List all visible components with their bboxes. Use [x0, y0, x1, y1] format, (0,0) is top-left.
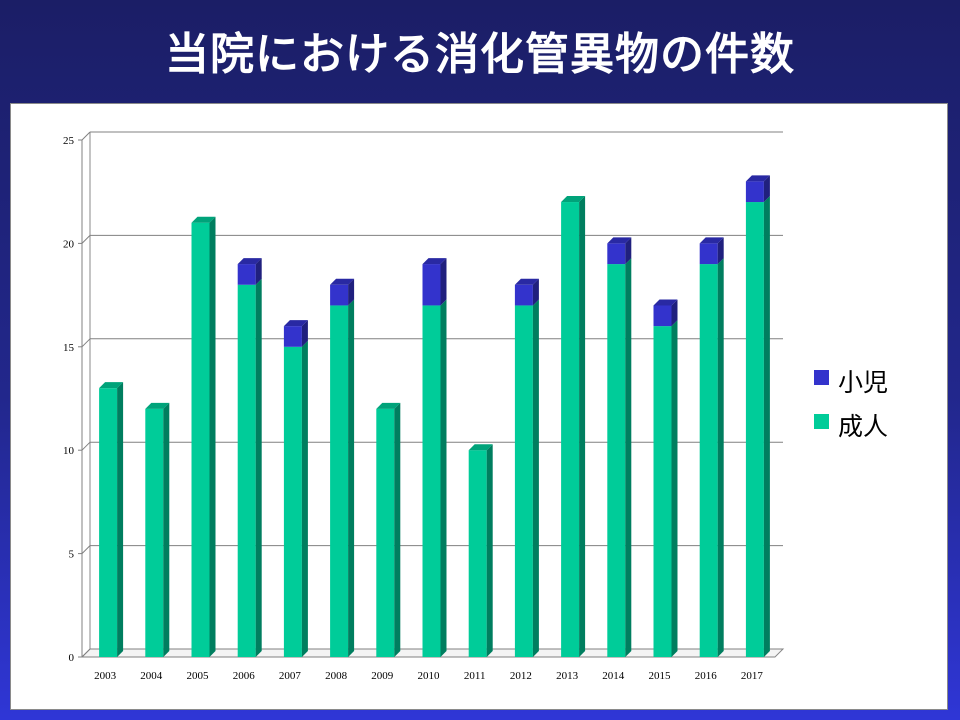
- x-tick-label: 2017: [741, 670, 764, 682]
- bar-child-2016-top: [699, 237, 724, 244]
- bar-adult-2011-side: [486, 444, 493, 657]
- bar-adult-2013-side: [579, 196, 586, 658]
- bar-child-2015-top: [653, 299, 678, 306]
- bar-child-2012-side: [532, 278, 539, 306]
- bar-adult-2008-front: [330, 305, 349, 657]
- y-gridline-wall: [81, 545, 91, 554]
- y-tick-label: 25: [63, 135, 75, 147]
- bar-adult-2017-side: [763, 196, 770, 658]
- bar-adult-2004-side: [163, 402, 170, 657]
- bar-child-2010-top: [422, 258, 447, 265]
- bar-adult-2007-side: [301, 340, 308, 657]
- x-tick-label: 2014: [602, 670, 625, 682]
- bar-child-2007-top: [283, 320, 308, 327]
- bar-child-2006-side: [255, 258, 262, 285]
- page-title: 当院における消化管異物の件数: [165, 29, 795, 80]
- x-tick-label: 2016: [695, 670, 718, 682]
- x-tick-label: 2015: [649, 670, 672, 682]
- bar-adult-2016-side: [717, 258, 724, 657]
- bar-adult-2015-side: [671, 320, 678, 657]
- bar-adult-2005-side: [209, 216, 216, 657]
- x-tick-label: 2007: [279, 670, 302, 682]
- bar-child-2007-front: [283, 326, 302, 347]
- bar-adult-2003-side: [117, 382, 124, 657]
- bar-adult-2010-front: [422, 305, 441, 657]
- bar-adult-2016-front: [699, 264, 718, 657]
- bar-child-2014-front: [607, 243, 626, 265]
- bar-adult-2011-front: [468, 450, 487, 657]
- bar-child-2006-front: [237, 264, 256, 285]
- bar-child-2014-side: [625, 237, 632, 265]
- bar-adult-2011-top: [468, 444, 493, 451]
- bar-child-2015-side: [671, 299, 678, 327]
- y-gridline-wall: [81, 131, 91, 141]
- x-tick-label: 2005: [187, 670, 210, 682]
- bar-adult-2009-front: [376, 408, 395, 657]
- x-tick-label: 2008: [325, 670, 348, 682]
- x-tick-label: 2011: [464, 670, 486, 682]
- y-gridline-wall: [81, 648, 91, 658]
- x-tick-label: 2010: [418, 670, 441, 682]
- bar-adult-2014-front: [607, 264, 626, 657]
- x-tick-label: 2006: [233, 670, 256, 682]
- bar-child-2016-side: [717, 237, 724, 265]
- bar-child-2006-top: [237, 258, 262, 265]
- y-tick-label: 15: [63, 342, 75, 354]
- bar-child-2016-front: [699, 243, 718, 265]
- bar-adult-2007-front: [283, 346, 302, 657]
- bar-adult-2005-front: [191, 222, 210, 657]
- bar-child-2010-side: [440, 258, 447, 306]
- y-tick-label: 5: [69, 549, 75, 561]
- legend-label-adult: 成人: [838, 412, 888, 441]
- bar-adult-2004-top: [145, 402, 170, 409]
- legend-swatch-child: [814, 370, 829, 385]
- bar-adult-2017-front: [745, 202, 764, 658]
- bar-adult-2014-side: [625, 258, 632, 657]
- bar-child-2008-top: [330, 278, 355, 285]
- bar-child-2007-side: [301, 320, 308, 347]
- bar-adult-2008-side: [348, 299, 355, 657]
- legend-label-child: 小児: [838, 368, 888, 397]
- bar-adult-2012-front: [514, 305, 533, 657]
- bar-child-2008-front: [330, 284, 349, 306]
- bar-child-2012-front: [514, 284, 533, 306]
- bar-adult-2009-side: [394, 402, 401, 657]
- x-tick-label: 2004: [140, 670, 163, 682]
- bar-adult-2013-top: [561, 196, 586, 203]
- bar-adult-2003-front: [99, 388, 118, 657]
- y-gridline-wall: [81, 441, 91, 451]
- bar-child-2008-side: [348, 278, 355, 306]
- bar-child-2014-top: [607, 237, 632, 244]
- x-tick-label: 2013: [556, 670, 579, 682]
- bar-adult-2004-front: [145, 408, 164, 657]
- bar-adult-2012-side: [532, 299, 539, 657]
- legend-swatch-adult: [814, 414, 829, 429]
- y-tick-label: 10: [63, 445, 75, 457]
- bar-child-2017-top: [745, 175, 770, 182]
- bar-child-2015-front: [653, 305, 672, 327]
- bar-child-2012-top: [514, 278, 539, 285]
- y-gridline-wall: [81, 338, 91, 348]
- y-tick-label: 20: [63, 238, 75, 250]
- x-tick-label: 2009: [371, 670, 394, 682]
- bar-adult-2006-side: [255, 278, 262, 657]
- bar-adult-2013-front: [561, 202, 580, 658]
- y-gridline-wall: [81, 235, 91, 244]
- bar-child-2010-front: [422, 264, 441, 306]
- y-tick-label: 0: [69, 652, 75, 664]
- bar-child-2017-side: [763, 175, 770, 203]
- bar-adult-2010-side: [440, 299, 447, 657]
- bar-adult-2003-top: [99, 382, 124, 389]
- x-tick-label: 2003: [94, 670, 117, 682]
- bar-adult-2009-top: [376, 402, 401, 409]
- bar-adult-2015-front: [653, 326, 672, 657]
- x-tick-label: 2012: [510, 670, 532, 682]
- bar-adult-2006-front: [237, 284, 256, 657]
- bar-adult-2005-top: [191, 216, 216, 223]
- bar-child-2017-front: [745, 181, 764, 203]
